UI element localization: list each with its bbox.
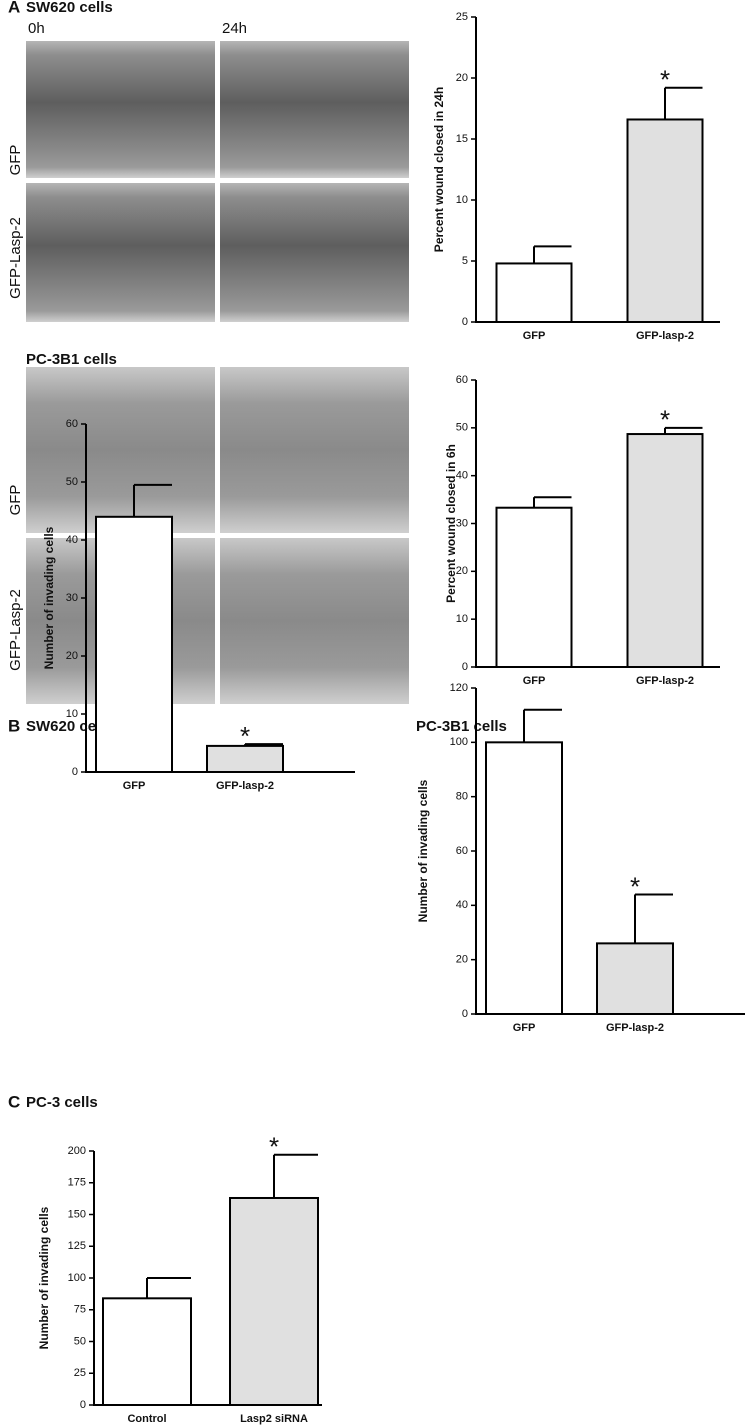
- micrograph: [26, 367, 215, 533]
- bar: [206, 744, 284, 774]
- x-tick-label: GFP-lasp-2: [636, 675, 694, 687]
- panel-label: C: [8, 1092, 20, 1111]
- significance-mark: *: [660, 405, 670, 435]
- y-tick-label: 25: [456, 11, 468, 23]
- y-tick-label: 40: [66, 534, 78, 546]
- significance-mark: *: [269, 1132, 279, 1162]
- x-tick-label: GFP: [123, 780, 146, 792]
- micrograph: [220, 538, 409, 704]
- panel-label: B: [8, 716, 20, 735]
- y-tick-label: 10: [66, 708, 78, 720]
- section-title: SW620 cells: [26, 718, 113, 735]
- x-tick-label: GFP: [523, 330, 546, 342]
- y-tick-label: 40: [456, 899, 468, 911]
- bar: [596, 942, 674, 1015]
- y-tick-label: 125: [68, 1240, 86, 1252]
- y-axis-label: Number of invading cells: [37, 1206, 51, 1349]
- panel-label: A: [8, 0, 20, 16]
- y-tick-label: 200: [68, 1145, 86, 1157]
- y-tick-label: 15: [456, 133, 468, 145]
- significance-mark: *: [660, 65, 670, 95]
- row-label: GFP: [7, 485, 24, 516]
- bar: [626, 433, 704, 668]
- y-tick-label: 10: [456, 613, 468, 625]
- x-tick-label: GFP-lasp-2: [636, 330, 694, 342]
- y-axis-label: Number of invading cells: [42, 526, 56, 669]
- bar: [495, 506, 573, 668]
- x-tick-label: GFP: [513, 1022, 536, 1034]
- bar: [95, 515, 173, 773]
- time-label: 0h: [28, 20, 45, 37]
- y-axis-label: Percent wound closed in 6h: [444, 444, 458, 603]
- y-tick-label: 75: [74, 1304, 86, 1316]
- micrograph: [220, 41, 409, 178]
- y-tick-label: 175: [68, 1177, 86, 1189]
- micrograph: [220, 367, 409, 533]
- y-tick-label: 30: [456, 517, 468, 529]
- y-tick-label: 20: [456, 565, 468, 577]
- section-title: SW620 cells: [26, 0, 113, 16]
- section-title: PC-3 cells: [26, 1094, 98, 1111]
- significance-mark: *: [240, 721, 250, 751]
- y-tick-label: 20: [456, 954, 468, 966]
- y-tick-label: 25: [74, 1367, 86, 1379]
- row-label: GFP-Lasp-2: [7, 217, 24, 299]
- x-tick-label: Lasp2 siRNA: [240, 1413, 308, 1425]
- y-tick-label: 10: [456, 194, 468, 206]
- y-tick-label: 60: [456, 374, 468, 386]
- y-tick-label: 30: [66, 592, 78, 604]
- y-tick-label: 80: [456, 791, 468, 803]
- y-tick-label: 5: [462, 255, 468, 267]
- bar: [626, 118, 704, 324]
- y-tick-label: 0: [80, 1399, 86, 1411]
- y-axis-label: Percent wound closed in 24h: [432, 87, 446, 252]
- row-label: GFP-Lasp-2: [7, 589, 24, 671]
- micrograph: [26, 183, 215, 322]
- bar: [229, 1196, 319, 1406]
- y-tick-label: 60: [66, 418, 78, 430]
- y-tick-label: 0: [462, 316, 468, 328]
- y-tick-label: 150: [68, 1208, 86, 1220]
- y-tick-label: 60: [456, 845, 468, 857]
- y-tick-label: 0: [462, 1008, 468, 1020]
- y-tick-label: 100: [68, 1272, 86, 1284]
- x-tick-label: Control: [127, 1413, 166, 1425]
- y-tick-label: 0: [72, 766, 78, 778]
- y-tick-label: 100: [450, 736, 468, 748]
- x-tick-label: GFP-lasp-2: [216, 780, 274, 792]
- x-tick-label: GFP: [523, 675, 546, 687]
- significance-mark: *: [630, 871, 640, 901]
- row-label: GFP: [7, 145, 24, 176]
- y-tick-label: 50: [66, 476, 78, 488]
- micrograph: [220, 183, 409, 322]
- y-tick-label: 0: [462, 661, 468, 673]
- bar: [485, 741, 563, 1015]
- y-tick-label: 120: [450, 682, 468, 694]
- section-title: PC-3B1 cells: [416, 718, 507, 735]
- bar: [102, 1297, 192, 1406]
- y-tick-label: 40: [456, 470, 468, 482]
- y-tick-label: 20: [66, 650, 78, 662]
- y-tick-label: 50: [74, 1335, 86, 1347]
- y-tick-label: 50: [456, 422, 468, 434]
- x-tick-label: GFP-lasp-2: [606, 1022, 664, 1034]
- section-title: PC-3B1 cells: [26, 351, 117, 368]
- time-label: 24h: [222, 20, 247, 37]
- bar: [495, 262, 573, 324]
- y-tick-label: 20: [456, 72, 468, 84]
- y-axis-label: Number of invading cells: [416, 779, 430, 922]
- micrograph: [26, 41, 215, 178]
